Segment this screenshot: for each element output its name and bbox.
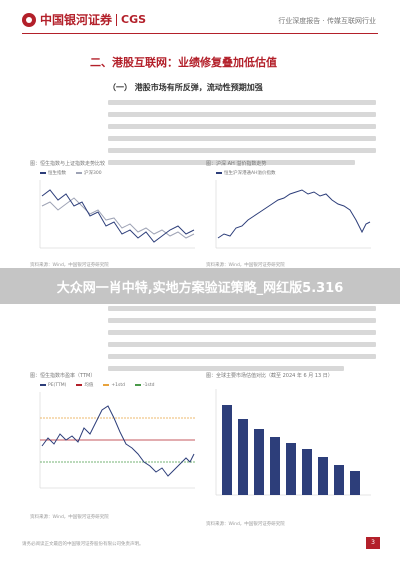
legend-item: 恒生沪深港通AH溢价指数 (216, 170, 275, 176)
chart-title: 图：全球主要市场估值对比（截至 2024 年 6 月 13 日） (206, 373, 333, 379)
header-rule (22, 33, 378, 34)
logo-icon (22, 12, 36, 27)
sub-title: （一） 港股市场有所反弹，流动性预期加强 (108, 83, 263, 92)
chart-plot (39, 180, 195, 249)
legend-item: +1std (103, 382, 125, 388)
chart-source: 资料来源：Wind，中国银河证券研究院 (206, 263, 285, 268)
body-paragraph (108, 100, 376, 172)
chart-legend: PE(TTM) 均值 +1std -1std (40, 382, 198, 388)
logo-divider (116, 13, 118, 26)
logo-cgs: CGS (121, 13, 147, 26)
company-logo: 中国银河证券 CGS (22, 11, 146, 28)
body-paragraph (108, 306, 376, 378)
chart-title: 图：恒生指数与上证指数走势比较 (30, 161, 106, 167)
chart-global-valuation: 图：全球主要市场估值对比（截至 2024 年 6 月 13 日） 资料来源：Wi… (206, 372, 374, 527)
chart-source: 资料来源：Wind，中国银河证券研究院 (206, 522, 285, 527)
chart-legend: 恒生指数 沪深300 (40, 170, 198, 176)
series-line (41, 189, 195, 243)
legend-item: PE(TTM) (40, 382, 66, 388)
series-line (41, 405, 195, 477)
page-header: 中国银河证券 CGS 行业深度报告 · 传媒互联网行业 (0, 0, 400, 40)
bar (222, 405, 232, 495)
bar (350, 471, 360, 495)
report-category: 行业深度报告 · 传媒互联网行业 (278, 17, 376, 25)
legend-item: 沪深300 (76, 170, 102, 176)
bar (302, 449, 312, 495)
series-line (41, 197, 195, 239)
series-line (217, 189, 371, 239)
chart-hsi-pe: 图：恒生指数市盈率（TTM） PE(TTM) 均值 +1std -1std 资料… (30, 372, 198, 520)
legend-item: -1std (134, 382, 154, 388)
chart-plot (39, 392, 195, 489)
overlay-banner: 大众网一肖中特,实地方案验证策略_网红版5.316 (0, 268, 400, 304)
chart-source: 资料来源：Wind，中国银河证券研究院 (30, 263, 109, 268)
legend-item: 均值 (76, 382, 93, 388)
chart-ah-premium: 图：沪深 AH 溢价指数走势 恒生沪深港通AH溢价指数 资料来源：Wind，中国… (206, 160, 374, 268)
chart-source: 资料来源：Wind，中国银河证券研究院 (30, 515, 109, 520)
chart-hsi-vs-shanghai: 图：恒生指数与上证指数走势比较 恒生指数 沪深300 资料来源：Wind，中国银… (30, 160, 198, 268)
bar (270, 437, 280, 495)
bar (238, 419, 248, 495)
legend-item: 恒生指数 (40, 170, 66, 176)
bar (286, 443, 296, 495)
chart-title: 图：沪深 AH 溢价指数走势 (206, 161, 267, 167)
bar (254, 429, 264, 495)
bar (318, 457, 328, 495)
footer-disclaimer: 请务必阅读正文最后的中国银河证券股份有限公司免责声明。 (22, 542, 144, 547)
page-number: 3 (366, 537, 380, 549)
chart-plot (215, 180, 371, 249)
section-title: 二、港股互联网：业绩修复叠加低估值 (90, 56, 277, 69)
chart-title: 图：恒生指数市盈率（TTM） (30, 373, 96, 379)
banner-text: 大众网一肖中特,实地方案验证策略_网红版5.316 (56, 280, 344, 296)
chart-legend: 恒生沪深港通AH溢价指数 (216, 170, 374, 176)
chart-plot (215, 389, 371, 496)
logo-text: 中国银河证券 (40, 13, 113, 27)
bar (334, 465, 344, 495)
